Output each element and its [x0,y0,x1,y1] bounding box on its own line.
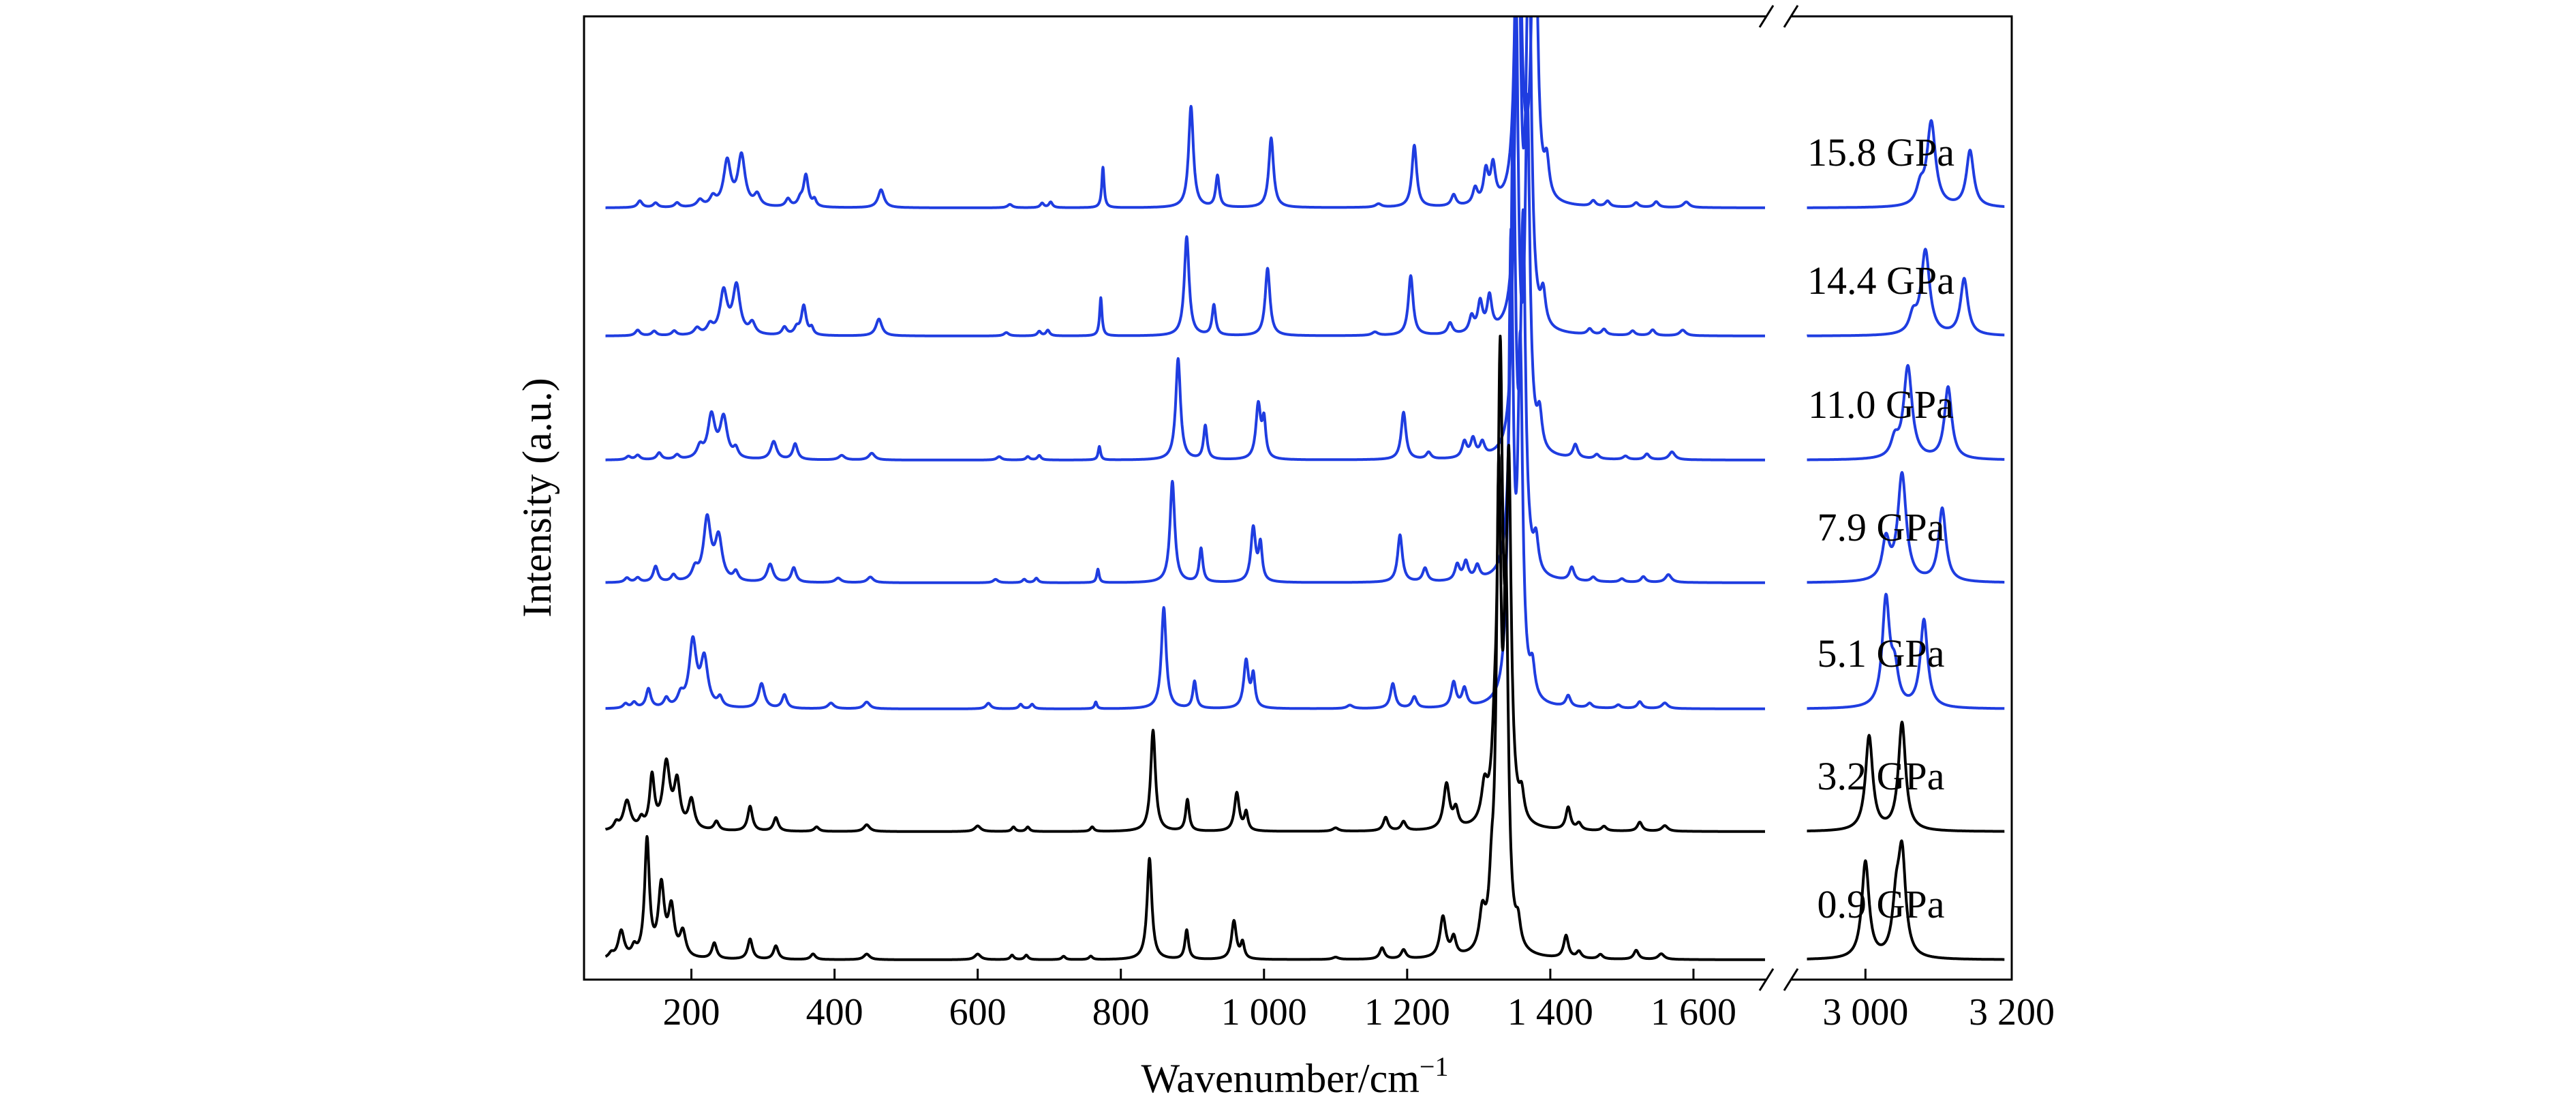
x-tick-label: 1 600 [1651,991,1736,1033]
series-line-11_0-gpa-segment-1 [604,16,1766,462]
x-tick-label: 3 000 [1822,991,1908,1033]
x-tick-label: 1 000 [1221,991,1307,1033]
axis-break-mark [1758,968,1775,991]
x-tick-label: 200 [663,991,720,1033]
x-axis-ticks: 200 400 600 800 1 000 1 200 1 400 1 600 3 000 3 2… [663,969,2055,1033]
axis-breaks [1758,5,1799,991]
x-tick-label: 800 [1092,991,1150,1033]
series-label-0_9-gpa: 0.9 GPa [1818,882,1945,926]
x-tick-label: 600 [949,991,1007,1033]
series-label-5_1-gpa: 5.1 GPa [1818,631,1945,676]
series-line-5_1-gpa-segment-2 [1806,592,2006,710]
series-line-3_2-gpa-segment-1 [604,335,1766,833]
series-line-15_8-gpa-segment-1 [604,16,1766,209]
axis-break-gap [1766,976,1791,984]
x-axis-title: Wavenumber/cm−1 [1141,1051,1449,1101]
series-line-3_2-gpa-segment-2 [1806,721,2006,833]
series-line-7_9-gpa-segment-2 [1806,471,2006,584]
series-label-3_2-gpa: 3.2 GPa [1818,754,1945,798]
axis-break-gap [1766,12,1791,20]
series-line-5_1-gpa-segment-1 [604,228,1766,710]
axis-break-mark [1783,968,1799,991]
series-layer [604,16,2006,961]
series-line-15_8-gpa-segment-2 [1806,119,2006,209]
y-axis-title: Intensity (a.u.) [515,378,559,618]
series-line-11_0-gpa-segment-2 [1806,364,2006,462]
series-label-7_9-gpa: 7.9 GPa [1818,505,1945,549]
series-line-14_4-gpa-segment-2 [1806,247,2006,337]
x-tick-label: 1 400 [1507,991,1593,1033]
plot-frame [583,15,2013,981]
series-line-7_9-gpa-segment-1 [604,105,1766,584]
axis-break-mark [1758,5,1775,28]
x-tick-label: 3 200 [1969,991,2055,1033]
series-label-14_4-gpa: 14.4 GPa [1807,258,1954,303]
series-line-14_4-gpa-segment-1 [604,16,1766,337]
series-labels: 15.8 GPa 14.4 GPa 11.0 GPa 7.9 GPa 5.1 GPa 3.… [1807,130,1954,926]
series-line-0_9-gpa-segment-1 [604,453,1766,961]
series-label-11_0-gpa: 11.0 GPa [1808,382,1954,427]
series-label-15_8-gpa: 15.8 GPa [1807,130,1954,175]
series-line-0_9-gpa-segment-2 [1806,839,2006,961]
x-tick-label: 1 200 [1364,991,1450,1033]
axis-break-mark [1783,5,1799,28]
x-tick-label: 400 [806,991,863,1033]
